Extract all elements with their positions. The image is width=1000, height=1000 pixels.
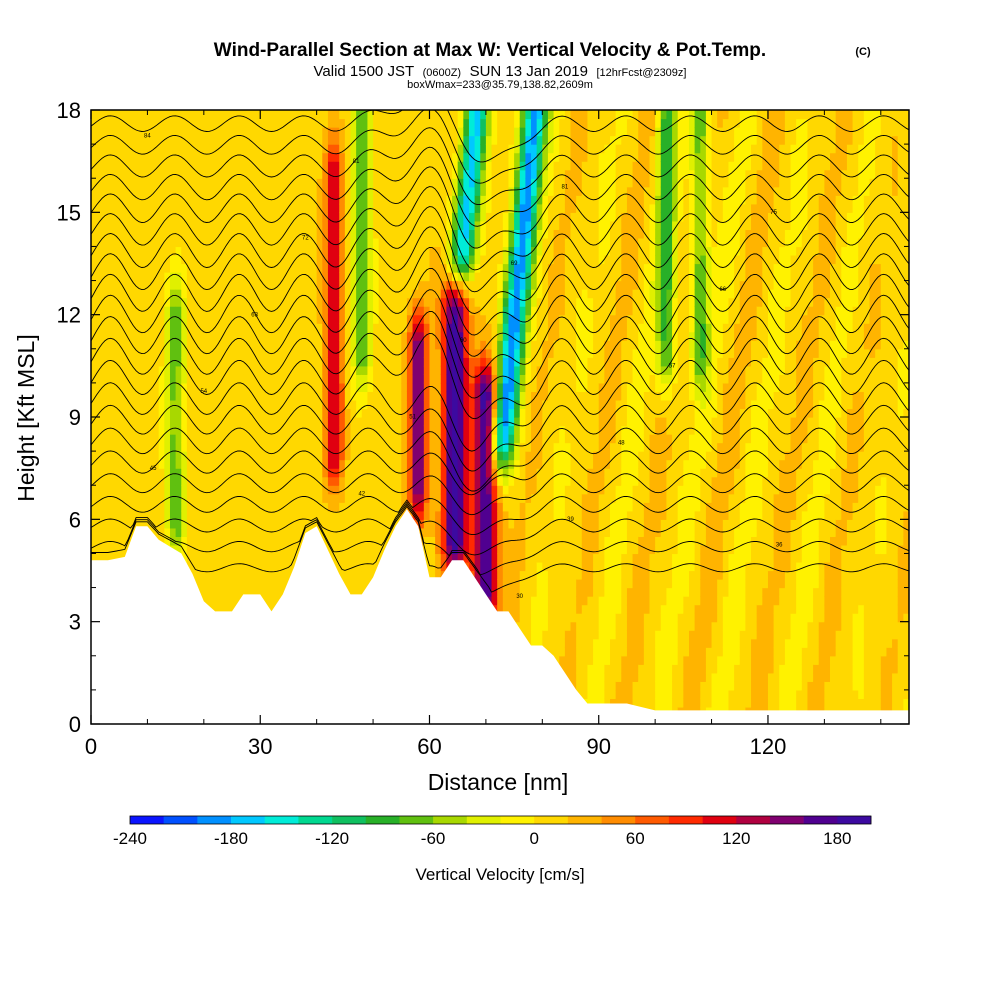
y-tick-label: 18: [57, 98, 81, 123]
theta-label: 66: [719, 287, 726, 293]
colorbar-swatch: [466, 816, 501, 824]
colorbar-swatch: [298, 816, 333, 824]
theta-label: 69: [511, 261, 518, 267]
colorbar-swatch: [803, 816, 838, 824]
colorbar-tick-label: -240: [113, 829, 147, 848]
theta-label: 84: [144, 133, 151, 139]
colorbar-swatch: [635, 816, 670, 824]
y-tick-label: 9: [69, 405, 81, 430]
colorbar-swatch: [332, 816, 367, 824]
colorbar-swatch: [365, 816, 400, 824]
colorbar-tick-label: 60: [626, 829, 645, 848]
chart-title-mark: (C): [855, 46, 871, 58]
y-tick-label: 12: [57, 303, 81, 328]
theta-label: 45: [150, 466, 157, 472]
theta-label: 51: [409, 415, 416, 421]
theta-label: 39: [567, 517, 574, 523]
colorbar-swatch: [668, 816, 703, 824]
colorbar-swatch: [500, 816, 535, 824]
x-tick-label: 120: [750, 734, 787, 759]
y-tick-label: 6: [69, 507, 81, 532]
y-tick-label: 0: [69, 712, 81, 737]
colorbar-tick-label: 180: [823, 829, 851, 848]
colorbar-swatch: [837, 816, 872, 824]
theta-label: 42: [358, 492, 365, 498]
x-axis-label: Distance [nm]: [428, 769, 569, 795]
colorbar-swatch: [264, 816, 299, 824]
chart-subtitle: Valid 1500 JST (0600Z) SUN 13 Jan 2019 […: [314, 63, 687, 80]
x-tick-label: 90: [586, 734, 610, 759]
theta-label: 30: [516, 594, 523, 600]
theta-label: 54: [200, 389, 207, 395]
colorbar-tick-label: 0: [529, 829, 538, 848]
colorbar-swatch: [433, 816, 468, 824]
theta-label: 63: [251, 312, 258, 318]
y-tick-label: 15: [57, 200, 81, 225]
theta-label: 81: [562, 185, 569, 191]
colorbar-swatch: [736, 816, 771, 824]
theta-label: 60: [460, 338, 467, 344]
theta-label: 36: [776, 543, 783, 549]
colorbar-tick-label: 120: [722, 829, 750, 848]
theta-label: 75: [770, 210, 777, 216]
colorbar-swatch: [702, 816, 737, 824]
colorbar-swatch: [601, 816, 636, 824]
colorbar-swatch: [197, 816, 232, 824]
y-tick-label: 3: [69, 610, 81, 635]
chart-title: Wind-Parallel Section at Max W: Vertical…: [214, 40, 766, 61]
colorbar-swatch: [130, 816, 164, 824]
potential-temperature-contours: 84818175726966636057545148454239363330: [91, 110, 909, 600]
chart-subtitle-box: boxWmax=233@35.79,138.82,2609m: [407, 79, 593, 91]
colorbar: -240 -180 -120 -60 0 60 120 180: [113, 815, 872, 848]
colorbar-swatch: [567, 816, 602, 824]
terrain: [91, 509, 909, 724]
colorbar-tick-label: -60: [421, 829, 446, 848]
theta-label: 81: [353, 159, 360, 165]
colorbar-swatch: [399, 816, 434, 824]
colorbar-tick-label: -180: [214, 829, 248, 848]
colorbar-tick-label: -120: [315, 829, 349, 848]
x-tick-label: 60: [417, 734, 441, 759]
x-tick-label: 0: [85, 734, 97, 759]
colorbar-frame: [129, 815, 872, 825]
theta-label: 57: [669, 364, 676, 370]
theta-label: 48: [618, 440, 625, 446]
x-tick-label: 30: [248, 734, 272, 759]
colorbar-swatch: [534, 816, 569, 824]
y-axis-label: Height [Kft MSL]: [13, 334, 39, 501]
colorbar-swatch: [231, 816, 266, 824]
terrain-mask: [91, 509, 909, 724]
colorbar-label: Vertical Velocity [cm/s]: [415, 865, 584, 884]
colorbar-swatch: [769, 816, 804, 824]
colorbar-swatch: [163, 816, 198, 824]
theta-label: 72: [302, 236, 309, 242]
